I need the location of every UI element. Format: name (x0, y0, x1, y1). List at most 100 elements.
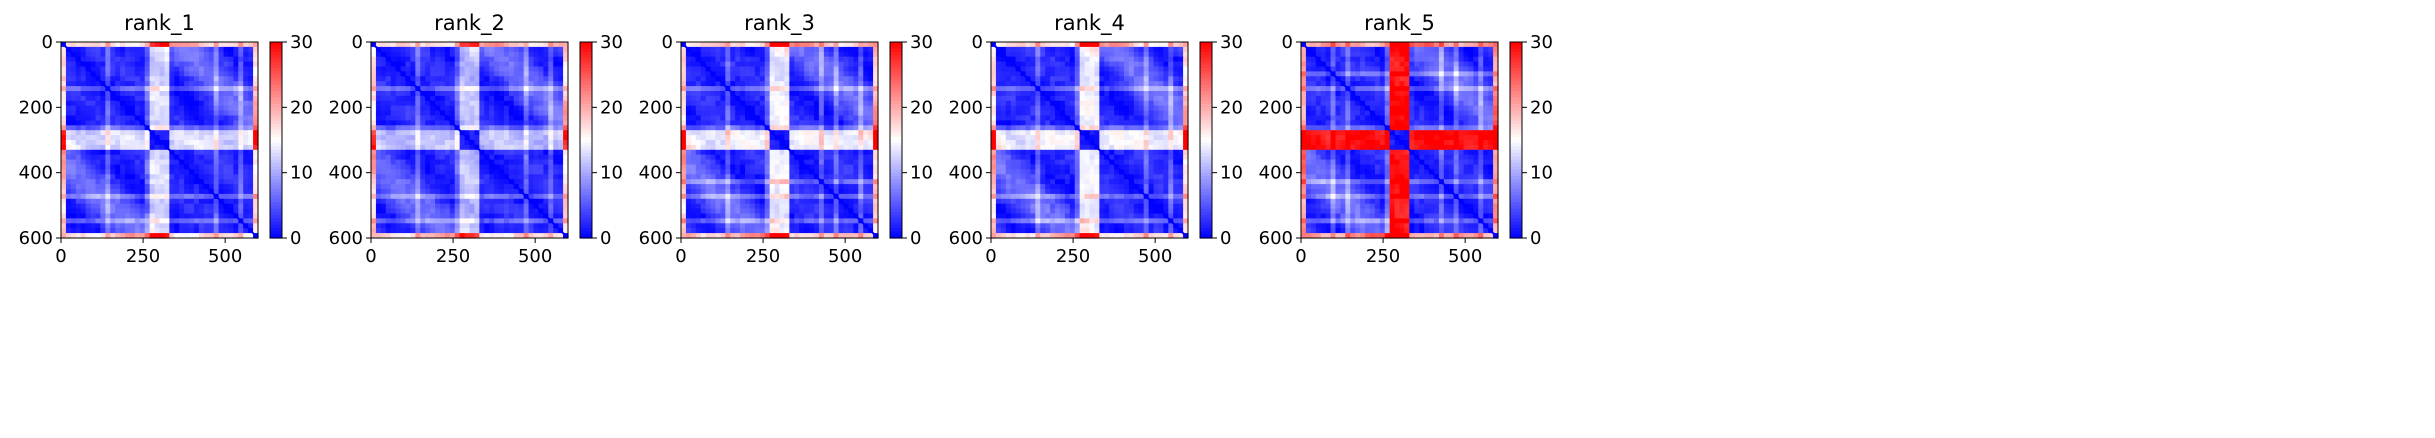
heatmap-cell (528, 81, 535, 87)
heatmap-cell (193, 164, 200, 170)
heatmap-cell (420, 140, 426, 146)
heatmap-cell (508, 193, 515, 200)
heatmap-cell (838, 76, 845, 82)
heatmap-cell (90, 198, 97, 205)
heatmap-cell (754, 56, 761, 63)
heatmap-cell (159, 135, 166, 141)
heatmap-cell (90, 213, 97, 219)
heatmap-cell (169, 218, 175, 224)
heatmap-cell (405, 164, 411, 170)
heatmap-cell (105, 135, 111, 141)
heatmap-cell (375, 91, 382, 97)
heatmap-cell (228, 144, 234, 151)
heatmap-cell (105, 144, 111, 151)
heatmap-cell (139, 198, 146, 205)
heatmap-cell (410, 164, 416, 170)
heatmap-cell (213, 56, 220, 63)
heatmap-cell (125, 56, 131, 63)
heatmap-cell (789, 203, 795, 210)
heatmap-cell (538, 76, 544, 82)
heatmap-cell (690, 213, 697, 219)
heatmap-cell (863, 120, 869, 126)
heatmap-cell (439, 144, 446, 151)
heatmap-cell (479, 125, 485, 131)
heatmap-cell (553, 51, 559, 58)
heatmap-cell (543, 71, 549, 77)
heatmap-cell (105, 61, 111, 68)
heatmap-cell (75, 46, 82, 53)
heatmap-cell (444, 86, 451, 92)
heatmap-cell (725, 179, 731, 185)
heatmap-cell (681, 110, 687, 117)
heatmap-cell (380, 115, 387, 121)
heatmap-cell (184, 95, 190, 102)
heatmap-cell (563, 66, 569, 72)
heatmap-cell (813, 76, 820, 82)
heatmap-cell (375, 233, 382, 239)
heatmap-cell (553, 115, 559, 121)
heatmap-cell (110, 51, 116, 58)
heatmap-cell (474, 154, 480, 161)
heatmap-cell (503, 110, 510, 117)
heatmap-cell (65, 120, 72, 126)
heatmap-cell (863, 135, 869, 141)
heatmap-cell (184, 159, 190, 166)
heatmap-cell (690, 189, 697, 195)
heatmap-cell (213, 233, 220, 239)
heatmap-cell (558, 179, 564, 185)
heatmap-cell (70, 81, 77, 87)
heatmap-cell (730, 130, 736, 136)
heatmap-cell (464, 125, 471, 131)
heatmap-cell (154, 218, 161, 224)
heatmap-cell (474, 140, 480, 146)
heatmap-cell (439, 135, 446, 141)
heatmap-cell (439, 130, 446, 136)
heatmap-cell (120, 208, 126, 215)
heatmap-cell (700, 110, 707, 117)
heatmap-cell (129, 135, 136, 141)
heatmap-cell (538, 46, 544, 53)
heatmap-cell (700, 159, 707, 166)
heatmap-cell (685, 169, 692, 175)
heatmap-cell (420, 51, 426, 58)
heatmap-cell (223, 61, 230, 68)
heatmap-cell (469, 208, 476, 215)
heatmap-cell (233, 149, 239, 156)
heatmap-cell (863, 130, 869, 136)
heatmap-cell (868, 42, 874, 48)
heatmap-cell (705, 169, 712, 175)
heatmap-cell (563, 223, 569, 229)
heatmap-cell (189, 203, 195, 210)
heatmap-cell (685, 130, 692, 136)
heatmap-cell (690, 46, 697, 53)
heatmap-cell (543, 91, 549, 97)
heatmap-cell (435, 100, 441, 107)
heatmap-cell (503, 100, 510, 107)
heatmap-cell (75, 164, 82, 170)
heatmap-cell (203, 208, 210, 215)
heatmap-cell (813, 56, 820, 63)
heatmap-cell (705, 46, 712, 53)
heatmap-cell (548, 66, 554, 72)
heatmap-cell (454, 100, 461, 107)
heatmap-cell (110, 144, 116, 151)
heatmap-cell (804, 174, 810, 180)
heatmap-cell (164, 130, 170, 136)
heatmap-cell (833, 159, 840, 166)
heatmap-cell (371, 169, 377, 175)
heatmap-cell (390, 91, 397, 97)
heatmap-cell (818, 71, 825, 77)
heatmap-cell (213, 76, 220, 82)
heatmap-cell (203, 115, 210, 121)
heatmap-cell (799, 71, 805, 77)
heatmap-cell (735, 105, 741, 112)
heatmap-cell (720, 189, 726, 195)
heatmap-cell (203, 91, 210, 97)
heatmap-cell (804, 233, 810, 239)
heatmap-cell (563, 159, 569, 166)
heatmap-cell (371, 213, 377, 219)
heatmap-cell (843, 233, 850, 239)
heatmap-cell (828, 61, 835, 68)
heatmap-cell (863, 184, 869, 190)
heatmap-cell (774, 193, 781, 200)
